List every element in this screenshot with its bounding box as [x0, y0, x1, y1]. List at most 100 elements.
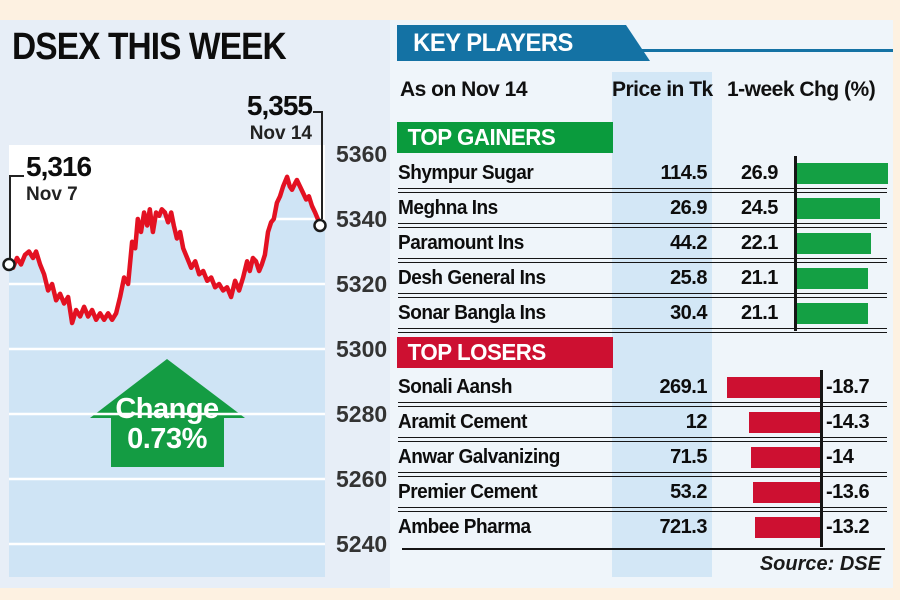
stock-name: Anwar Galvanizing: [398, 446, 560, 468]
y-tick-label: 5240: [336, 531, 387, 557]
dsex-line-chart: 5360 5340 5320 5300 5280 5260 5240: [2, 111, 387, 578]
table-row: Premier Cement 53.2 -13.6: [390, 475, 893, 510]
change-bar: [795, 268, 868, 289]
row-separator: [398, 223, 887, 228]
row-separator: [398, 188, 887, 193]
gainers-bar-axis: [794, 156, 797, 331]
change-bar: [795, 303, 868, 324]
change-value: -18.7: [826, 376, 870, 398]
y-tick-label: 5300: [336, 336, 387, 362]
change-value: 21.1: [741, 302, 778, 324]
close-date: Nov 14: [249, 122, 312, 144]
open-value: 5,316: [26, 151, 92, 182]
row-separator: [398, 472, 887, 477]
gridline-layer: [9, 152, 325, 546]
page-title: DSEX THIS WEEK: [12, 26, 287, 68]
top-gainers-banner: TOP GAINERS: [397, 122, 613, 153]
row-separator: [398, 328, 887, 333]
table-row: Aramit Cement 12 -14.3: [390, 405, 893, 440]
change-value: 24.5: [741, 197, 778, 219]
change-bar: [727, 377, 822, 398]
price-line-layer: [6, 174, 323, 326]
price-value: 25.8: [670, 267, 707, 289]
stock-name: Premier Cement: [398, 481, 538, 503]
price-value: 30.4: [670, 302, 707, 324]
close-value: 5,355: [246, 90, 313, 121]
change-bar: [749, 412, 822, 433]
table-row: Anwar Galvanizing 71.5 -14: [390, 440, 893, 475]
price-value: 44.2: [670, 232, 707, 254]
table-row: Desh General Ins 25.8 21.1: [390, 261, 893, 296]
dsex-line: [6, 174, 323, 326]
table-row: Sonar Bangla Ins 30.4 21.1: [390, 296, 893, 331]
price-value: 114.5: [660, 162, 708, 184]
change-word: Change: [115, 393, 219, 425]
y-tick-label: 5340: [336, 206, 387, 232]
change-value: 21.1: [741, 267, 778, 289]
column-header-change: 1-week Chg (%): [727, 78, 876, 101]
open-date: Nov 7: [26, 183, 78, 205]
table-bottom-rule: [402, 548, 885, 550]
y-axis-tick-layer: 5360 5340 5320 5300 5280 5260 5240: [336, 141, 387, 557]
change-value: -13.2: [826, 516, 870, 538]
row-separator: [398, 293, 887, 298]
top-losers-banner-label: TOP LOSERS: [407, 339, 547, 365]
end-dot: [313, 218, 327, 233]
change-label: Change 0.73%: [92, 394, 242, 454]
y-tick-label: 5320: [336, 271, 387, 297]
stock-name: Aramit Cement: [398, 411, 527, 433]
start-dot: [2, 257, 16, 272]
table-row: Ambee Pharma 721.3 -13.2: [390, 510, 893, 545]
y-tick-label: 5260: [336, 466, 387, 492]
change-value: -13.6: [826, 481, 870, 503]
row-separator: [398, 402, 887, 407]
source-note: Source: DSE: [759, 553, 881, 575]
stock-name: Sonali Aansh: [398, 376, 512, 398]
price-value: 721.3: [659, 516, 707, 538]
stock-name: Meghna Ins: [398, 197, 498, 219]
row-separator: [398, 437, 887, 442]
change-bar: [755, 517, 822, 538]
table-row: Sonali Aansh 269.1 -18.7: [390, 370, 893, 405]
change-bar: [795, 163, 888, 184]
stock-name: Sonar Bangla Ins: [398, 302, 546, 324]
change-value: 22.1: [741, 232, 778, 254]
change-bar: [753, 482, 822, 503]
key-players-panel: KEY PLAYERS As on Nov 14 Price in Tk 1-w…: [390, 20, 893, 588]
losers-bar-axis: [820, 370, 823, 547]
top-losers-banner: TOP LOSERS: [397, 337, 613, 368]
close-value-callout: 5,355 Nov 14: [180, 90, 313, 144]
y-tick-label: 5280: [336, 401, 387, 427]
price-value: 71.5: [670, 446, 707, 468]
endpoint-dot-layer: [2, 218, 327, 272]
stock-name: Shympur Sugar: [398, 162, 534, 184]
change-percent: 0.73%: [127, 423, 207, 455]
key-players-banner: KEY PLAYERS: [397, 25, 650, 61]
callout-bracket-start: [9, 175, 24, 258]
column-header-price: Price in Tk: [612, 78, 713, 101]
price-column-band: [612, 72, 712, 577]
dsex-chart-panel: 5360 5340 5320 5300 5280 5260 5240 DSEX THIS W…: [0, 20, 390, 588]
stock-name: Paramount Ins: [398, 232, 524, 254]
callout-bracket-end: [313, 111, 323, 219]
change-bar: [795, 198, 880, 219]
key-players-banner-label: KEY PLAYERS: [413, 29, 573, 57]
top-gainers-banner-label: TOP GAINERS: [407, 124, 556, 150]
price-value: 12: [685, 411, 708, 433]
price-value: 26.9: [670, 197, 707, 219]
y-tick-label: 5360: [336, 141, 387, 167]
change-bar: [751, 447, 822, 468]
table-row: Meghna Ins 26.9 24.5: [390, 191, 893, 226]
stock-name: Desh General Ins: [398, 267, 546, 289]
change-value: 26.9: [741, 162, 778, 184]
open-value-callout: 5,316 Nov 7: [26, 151, 146, 205]
price-value: 269.1: [659, 376, 707, 398]
stock-name: Ambee Pharma: [398, 516, 531, 538]
table-row: Shympur Sugar 114.5 26.9: [390, 156, 893, 191]
change-value: -14: [826, 446, 854, 468]
table-row: Paramount Ins 44.2 22.1: [390, 226, 893, 261]
row-separator: [398, 258, 887, 263]
change-bar: [795, 233, 871, 254]
change-value: -14.3: [826, 411, 870, 433]
